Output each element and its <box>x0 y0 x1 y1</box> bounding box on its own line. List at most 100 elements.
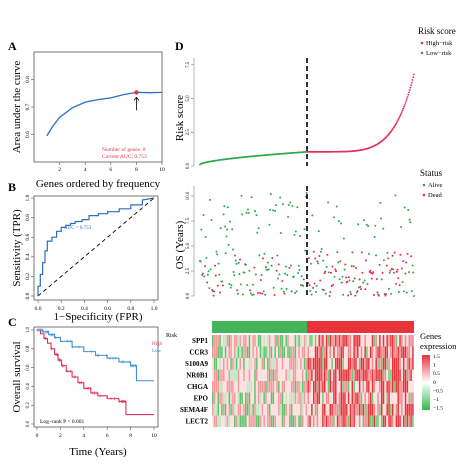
heatmap-cell <box>338 392 341 404</box>
heatmap-cell <box>298 392 300 404</box>
panel-label-d: D <box>175 39 184 53</box>
heatmap-cell <box>226 335 229 347</box>
os-point <box>256 231 259 234</box>
heatmap-cell <box>382 369 385 381</box>
heatmap-cell <box>223 392 225 404</box>
heatmap-cell <box>382 381 385 393</box>
os-point <box>291 205 294 208</box>
heatmap-cell <box>296 335 298 347</box>
os-point <box>296 206 299 209</box>
heatmap-cell <box>322 415 324 427</box>
heatmap-cell <box>353 369 355 381</box>
heatmap-cell <box>250 358 253 370</box>
heatmap-cell <box>347 335 350 347</box>
heatmap-cell <box>320 346 322 358</box>
heatmap-cell <box>313 381 315 393</box>
heatmap-cell <box>272 369 275 381</box>
heatmap-cell <box>305 335 308 347</box>
heatmap-cell <box>213 369 216 381</box>
heatmap-cell <box>289 369 291 381</box>
os-point <box>199 260 202 263</box>
panel-d-os-plot: 0.0 2.5 5.0 7.5 10.0 <box>186 186 415 299</box>
heatmap-cell <box>270 392 273 404</box>
heatmap-cell <box>281 335 284 347</box>
os-point <box>327 271 330 274</box>
heatmap-cell <box>237 392 240 404</box>
os-point <box>208 287 211 290</box>
os-point <box>254 210 257 213</box>
heatmap-cell <box>292 346 295 358</box>
os-point <box>264 266 267 269</box>
heatmap-scale-tick-label: 0.5 <box>433 371 440 377</box>
heatmap-cell <box>313 358 315 370</box>
heatmap-cell <box>366 381 368 393</box>
heatmap-cell <box>368 415 370 427</box>
os-point <box>252 293 255 296</box>
heatmap-cell <box>342 415 344 427</box>
heatmap-cell <box>228 392 230 404</box>
os-point <box>312 286 315 289</box>
panel-d-heatmap-plot: SPP1 CCR3 S100A9 NR0B1 CHGA EPO SEMA4F LECT2 1.5… <box>180 321 443 427</box>
heatmap-cell <box>278 404 280 416</box>
heatmap-cell <box>355 404 357 416</box>
heatmap-cell <box>390 335 392 347</box>
panel-d-heatmap: Genes expression SPP1 CCR3 S100A9 NR0B1 CHGA… <box>180 321 457 427</box>
heatmap-cell <box>357 404 359 416</box>
heatmap-cell <box>347 392 350 404</box>
heatmap-cell <box>380 358 383 370</box>
heatmap-cell <box>412 335 414 347</box>
heatmap-cell <box>213 381 216 393</box>
heatmap-scale-tick-label: −0.5 <box>433 388 443 394</box>
os-point <box>286 274 289 277</box>
panel-c-legend-low: Low <box>152 349 162 354</box>
heatmap-cell <box>338 369 341 381</box>
heatmap-cell <box>276 335 278 347</box>
heatmap-cell <box>322 358 324 370</box>
heatmap-cell <box>257 404 260 416</box>
heatmap-cell <box>232 404 234 416</box>
os-point <box>212 294 215 297</box>
heatmap-cell <box>401 335 403 347</box>
heatmap-cell <box>347 415 350 427</box>
heatmap-cell <box>259 335 262 347</box>
os-point <box>339 260 342 263</box>
heatmap-cell <box>248 404 251 416</box>
heatmap-cell <box>358 369 361 381</box>
heatmap-cell <box>390 404 392 416</box>
heatmap-scale-tick-label: 0 <box>433 380 436 386</box>
os-point <box>365 223 368 226</box>
heatmap-cell <box>375 346 377 358</box>
heatmap-cell <box>257 415 260 427</box>
heatmap-cell <box>318 392 320 404</box>
panel-b-xlabel: 1−Specificity (FPR) <box>53 311 142 323</box>
os-point <box>284 272 287 275</box>
heatmap-cell <box>311 404 313 416</box>
panel-b-ytick-label: 1.0 <box>25 194 31 201</box>
heatmap-cell <box>281 415 284 427</box>
heatmap-cell <box>274 346 276 358</box>
heatmap-cell <box>217 335 219 347</box>
heatmap-cell <box>248 335 251 347</box>
panel-d-os-ytick-label: 7.5 <box>186 217 191 224</box>
heatmap-row-label: NR0B1 <box>186 372 208 380</box>
heatmap-cell <box>217 404 219 416</box>
heatmap-cell <box>303 358 306 370</box>
os-point <box>369 269 372 272</box>
heatmap-cell <box>404 346 407 358</box>
heatmap-cell <box>410 369 412 381</box>
heatmap-cell <box>329 381 331 393</box>
heatmap-cell <box>351 369 354 381</box>
heatmap-cell <box>254 392 256 404</box>
panel-d-risk-ytick-label: 7.5 <box>186 61 191 68</box>
os-point <box>261 257 264 260</box>
heatmap-cell <box>300 335 302 347</box>
heatmap-cell <box>349 346 352 358</box>
heatmap-cell <box>285 335 287 347</box>
heatmap-cell <box>408 404 410 416</box>
os-point <box>234 254 237 257</box>
heatmap-cell <box>234 346 236 358</box>
heatmap-cell <box>342 346 344 358</box>
os-point <box>346 280 349 283</box>
heatmap-cell <box>333 392 335 404</box>
heatmap-cell <box>239 335 242 347</box>
